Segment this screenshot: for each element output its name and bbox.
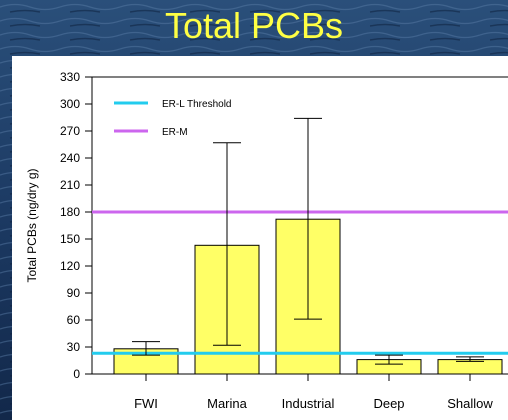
legend-label: ER-M xyxy=(162,127,188,138)
y-tick-label: 240 xyxy=(60,151,80,165)
x-tick-label: Marina xyxy=(207,396,248,411)
y-tick-label: 300 xyxy=(60,97,80,111)
y-tick-label: 30 xyxy=(67,340,81,354)
y-axis-label: Total PCBs (ng/dry g) xyxy=(25,168,39,282)
slide-title: Total PCBs xyxy=(164,5,344,46)
bar-chart: 0 30 60 90 120 150 180 210 240 270 300 330 Total PCB… xyxy=(25,70,508,411)
y-tick-label: 150 xyxy=(60,232,80,246)
x-tick-label: Shallow xyxy=(447,396,493,411)
y-tick-label: 210 xyxy=(60,178,80,192)
y-tick-label: 60 xyxy=(67,313,81,327)
y-tick-label: 270 xyxy=(60,124,80,138)
chart-panel: 0 30 60 90 120 150 180 210 240 270 300 330 Total PCB… xyxy=(12,56,508,420)
legend-label: ER-L Threshold xyxy=(162,99,231,110)
x-tick-label: FWI xyxy=(134,396,158,411)
x-tick-label: Industrial xyxy=(282,396,335,411)
y-tick-label: 120 xyxy=(60,259,80,273)
y-tick-label: 180 xyxy=(60,205,80,219)
y-tick-label: 0 xyxy=(73,367,80,381)
x-tick-label: Deep xyxy=(373,396,404,411)
y-tick-label: 330 xyxy=(60,70,80,84)
y-tick-label: 90 xyxy=(67,286,81,300)
